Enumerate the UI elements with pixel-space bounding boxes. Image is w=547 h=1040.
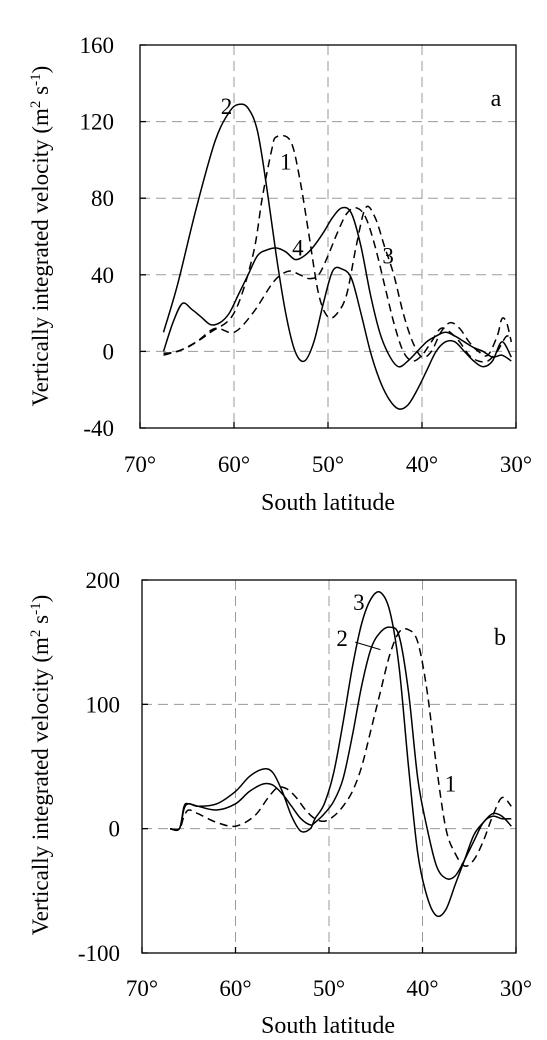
panel-a-y-tick-label: -40 (83, 416, 114, 441)
panel-a-letter: a (491, 86, 502, 112)
panel-b-y-axis-title: Vertically integrated velocity (m2 s-1) (28, 595, 53, 936)
panel-b-curve-label-1: 1 (445, 771, 457, 796)
panel-a-curve-label-4: 4 (292, 236, 304, 261)
panel-b-x-tick-label: 50° (313, 976, 345, 1001)
panel-a-y-tick-label: 0 (103, 339, 115, 364)
panel-b-curve-label-2: 2 (336, 626, 348, 651)
panel-b-x-tick-label: 30° (500, 976, 532, 1001)
panel-a-y-tick-label: 160 (80, 33, 115, 58)
panel-a-curve-label-3: 3 (382, 243, 394, 268)
panel-a-x-tick-label: 40° (406, 452, 438, 477)
panel-b-y-tick-label: 100 (86, 692, 121, 717)
panel-a-y-tick-label: 40 (91, 263, 114, 288)
panel-b-series-1-line (170, 627, 512, 867)
panel-b-x-tick-label: 40° (406, 976, 438, 1001)
panel-b-y-tick-label: 0 (109, 817, 121, 842)
panel-b-series-2-line (169, 626, 512, 880)
panel-a-series-2-line (162, 103, 512, 410)
panel-a-y-tick-label: 80 (91, 186, 114, 211)
panel-b-curve-label-3: 3 (353, 590, 365, 615)
panel-a-x-tick-label: 50° (312, 452, 344, 477)
panel-a-series-3-line (163, 206, 512, 363)
panel-a-y-axis-title: Vertically integrated velocity (m2 s-1) (28, 66, 53, 407)
panel-a-x-tick-label: 70° (124, 452, 156, 477)
panel-b-y-tick-label: 200 (86, 568, 121, 593)
panel-a-y-tick-label: 120 (80, 110, 115, 135)
panel-a-x-tick-label: 30° (500, 452, 532, 477)
panel-a-curve-label-2: 2 (221, 94, 233, 119)
panel-a-x-axis-title: South latitude (261, 490, 395, 516)
panel-a-chart: 70° 60° 50° 40° 30° -40 0 40 80 120 160 1 2 3 4 a Sou… (28, 33, 532, 516)
panel-a-curve-label-1: 1 (280, 149, 292, 174)
panel-a-x-tick-label: 60° (218, 452, 250, 477)
panel-b-y-tick-label: -100 (78, 941, 120, 966)
panel-b-letter: b (494, 625, 506, 651)
panel-b-series-3-line (169, 591, 512, 918)
panel-b-chart: 70° 60° 50° 40° 30° -100 0 100 200 1 23 b South l… (28, 568, 532, 1039)
panel-b-x-axis-title: South latitude (261, 1013, 395, 1039)
panel-b-leader-line (355, 641, 381, 651)
panel-a-series-1-line (163, 134, 513, 359)
panel-b-x-tick-label: 60° (219, 976, 251, 1001)
panel-b-x-tick-label: 70° (126, 976, 158, 1001)
panel-a-series-4-line (162, 206, 512, 368)
